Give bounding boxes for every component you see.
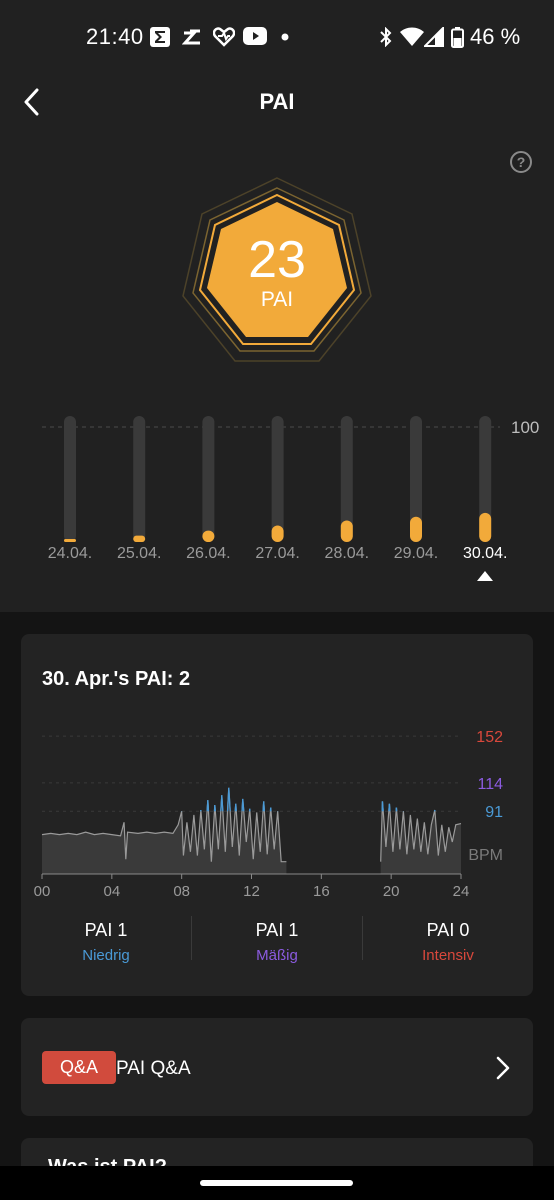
back-arrow-icon [24, 88, 39, 116]
pai-qa-link[interactable]: Q&A PAI Q&A [21, 1018, 533, 1116]
hr-x-tick-label: 16 [313, 883, 330, 900]
weekly-pai-chart: 100 24.04. 25.04. 26.04. 27.04. 28.04. 29.04.… [0, 400, 554, 590]
health-icon [213, 27, 235, 47]
stat-divider [362, 916, 363, 960]
hr-line-zone-low [228, 787, 231, 812]
weekly-bar-value [64, 539, 76, 542]
hr-x-tick-label: 12 [243, 883, 260, 900]
stat-divider [191, 916, 192, 960]
stat-intense-label: Intensiv [422, 947, 474, 964]
weekly-bar-value [340, 520, 353, 542]
hr-line-zone-low [262, 801, 265, 812]
stat-moderate-label: Mäßig [256, 947, 298, 964]
weekly-bar-track [271, 416, 284, 542]
weekly-bar-track [410, 416, 422, 542]
wifi-icon [400, 27, 424, 46]
weekly-bar-value [479, 512, 492, 542]
hr-line [41, 787, 287, 863]
pai-score-unit: PAI [260, 288, 294, 311]
hr-x-tick-label: 08 [173, 883, 190, 900]
weekly-bar-value [410, 516, 422, 542]
sigma-icon [150, 27, 170, 47]
hr-x-tick-label: 24 [453, 883, 470, 900]
weekly-day-label[interactable]: 26.04. [186, 545, 231, 562]
hr-x-tick-label: 20 [383, 883, 400, 900]
weekly-bars-svg [42, 416, 500, 542]
weekly-bar-value [202, 530, 215, 542]
chevron-right-icon [496, 1056, 510, 1080]
hr-line-zone-low [206, 800, 209, 812]
hr-line-zone-low [241, 798, 244, 812]
navigation-bar [0, 1166, 554, 1200]
weekly-max-label: 100 [511, 418, 540, 437]
weekly-day-label[interactable]: 30.04. [462, 545, 508, 562]
hr-area [380, 801, 461, 874]
hr-line [380, 801, 462, 862]
stat-moderate-value: PAI 1 [255, 920, 299, 940]
hr-line-zone-low [381, 801, 384, 812]
pai-score-badge [182, 177, 372, 362]
stat-low-value: PAI 1 [84, 920, 128, 940]
badge-middle-ring [192, 187, 362, 352]
hr-reference-label: 91 [485, 804, 503, 821]
daily-pai-title: 30. Apr.'s PAI: 2 [42, 668, 191, 690]
heart-rate-chart: 152 114 91 BPM 00 04 08 12 16 20 24 [34, 729, 503, 900]
hr-line-zone-low [226, 787, 230, 812]
weekly-day-label[interactable]: 24.04. [47, 545, 93, 562]
weekly-bar-value [271, 525, 284, 542]
hr-reference-label: 152 [476, 729, 503, 746]
daily-pai-card: 30. Apr.'s PAI: 2 152 114 91 BPM 00 04 08 12 16 2… [21, 634, 533, 996]
weekly-bar-track [479, 416, 492, 542]
hr-area [42, 787, 287, 874]
weekly-bar-track [340, 416, 353, 542]
hr-line-zone-low [221, 795, 224, 812]
weekly-bar-track [64, 416, 76, 542]
help-icon[interactable]: ? [510, 151, 532, 173]
hr-line-zone-low [220, 795, 223, 812]
status-time: 21:40 [86, 24, 144, 49]
battery-icon [451, 27, 464, 48]
stat-low: PAI 1 Niedrig [21, 920, 191, 964]
hr-line-zone-low [263, 801, 266, 812]
hr-line-zone-low [242, 798, 245, 812]
hr-line-zone-low [234, 803, 237, 812]
badge-fill [207, 202, 347, 337]
weekly-bar-value [133, 535, 146, 542]
stat-intense-value: PAI 0 [426, 920, 470, 940]
weekly-bar-track [202, 416, 215, 542]
stat-moderate: PAI 1 Mäßig [192, 920, 362, 964]
youtube-icon [243, 27, 267, 45]
hr-line-zone-low [207, 800, 210, 812]
badge-inner-ring [198, 193, 356, 345]
badge-outer-ring [182, 177, 372, 362]
hr-reference-label: 114 [477, 776, 503, 793]
bluetooth-icon [380, 27, 392, 47]
weekly-bar-track [133, 416, 146, 542]
back-button[interactable] [14, 84, 50, 120]
weekly-day-label[interactable]: 29.04. [393, 545, 439, 562]
dot-icon [281, 33, 289, 41]
qa-badge: Q&A [42, 1051, 116, 1084]
hr-x-tick-label: 04 [103, 883, 120, 900]
stat-low-label: Niedrig [82, 947, 130, 964]
hr-x-tick-label: 00 [34, 883, 51, 900]
pai-score-value: 23 [248, 231, 306, 289]
home-indicator[interactable] [200, 1180, 353, 1186]
signal-icon [424, 27, 444, 47]
weekly-day-label[interactable]: 28.04. [324, 545, 370, 562]
hr-line-zone-low [388, 803, 391, 812]
weekly-day-label[interactable]: 27.04. [255, 545, 300, 562]
status-bar: 21:40 46 % [0, 0, 554, 72]
battery-percentage: 46 % [470, 24, 521, 49]
weekly-day-label[interactable]: 25.04. [116, 545, 162, 562]
page-title: PAI [259, 89, 295, 114]
qa-label: PAI Q&A [116, 1058, 191, 1079]
stat-intense: PAI 0 Intensiv [363, 920, 533, 964]
selected-day-indicator [477, 571, 493, 581]
zepp-icon [182, 29, 200, 45]
hr-unit-label: BPM [468, 847, 503, 864]
